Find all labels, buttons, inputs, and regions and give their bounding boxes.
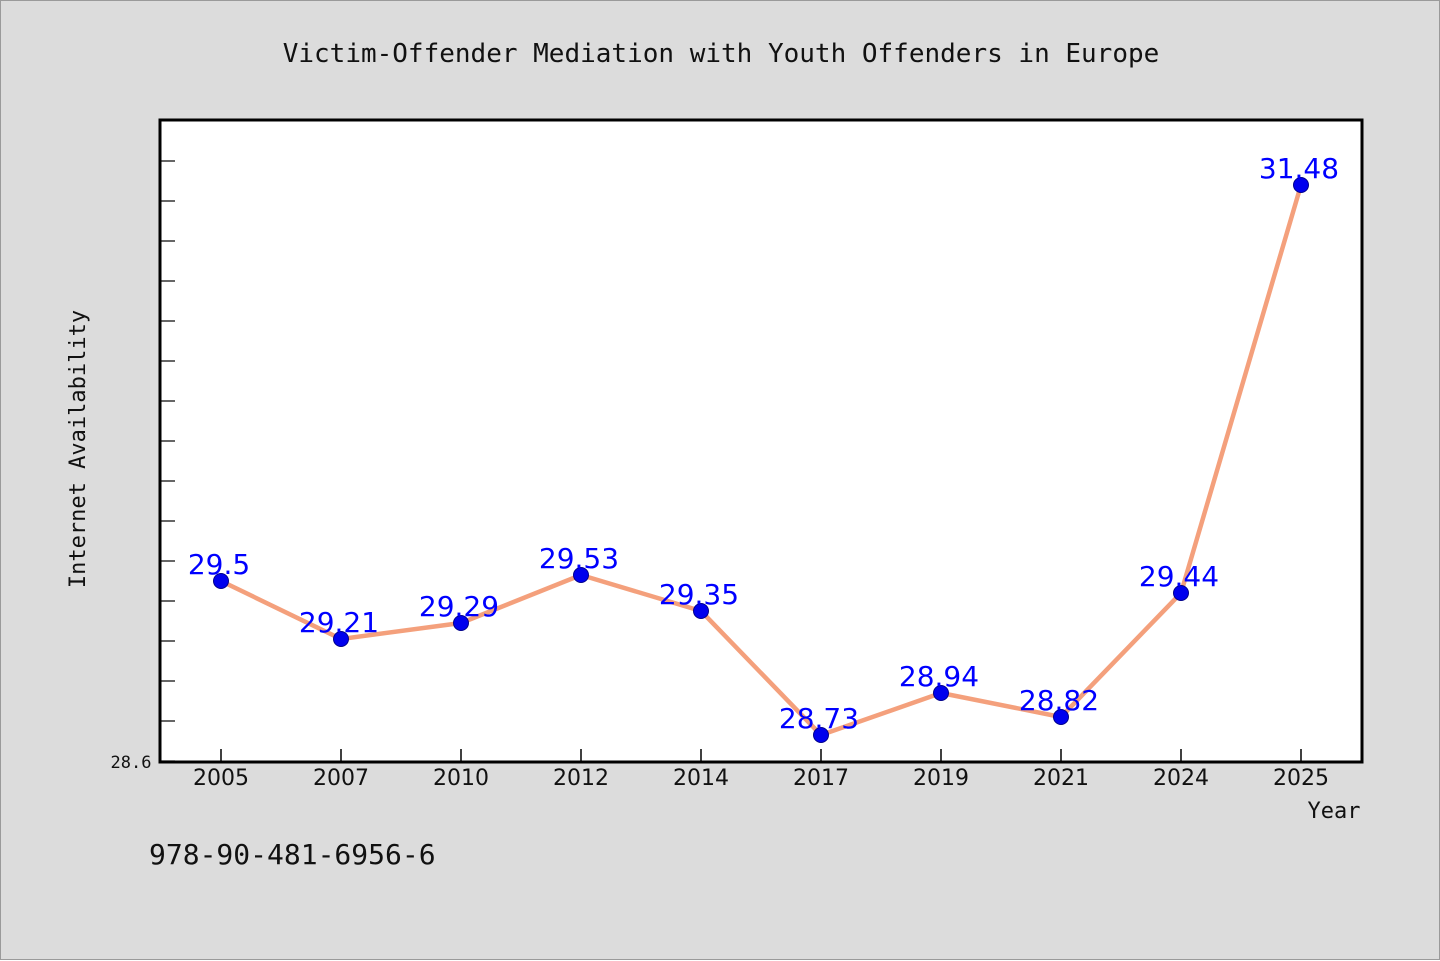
data-label: 29.21: [299, 606, 379, 639]
x-axis-label: Year: [1308, 799, 1361, 824]
data-point: [213, 573, 229, 589]
data-label: 29.5: [188, 548, 250, 581]
data-label: 29.53: [539, 542, 619, 575]
x-tick-label: 2021: [1033, 766, 1089, 791]
x-tick-label: 2012: [553, 766, 609, 791]
data-label: 29.44: [1139, 560, 1219, 593]
series-group: 29.5 29.21 29.29 29.53 29.35 28.73 28.94 28.82 2…: [188, 152, 1339, 743]
data-point: [333, 631, 349, 647]
data-point: [573, 567, 589, 583]
data-point: [693, 603, 709, 619]
x-tick-label: 2019: [913, 766, 969, 791]
y-axis-ticks: [161, 160, 175, 762]
x-tick-label: 2014: [673, 766, 729, 791]
series-line: [220, 184, 1304, 738]
data-point: [1053, 709, 1069, 725]
isbn-footer: 978-90-481-6956-6: [149, 838, 436, 871]
y-tick-label-min: 28.6: [111, 753, 152, 773]
data-label: 29.35: [659, 578, 739, 611]
x-tick-label: 2025: [1273, 766, 1329, 791]
data-label: 28.94: [899, 660, 979, 693]
data-label: 28.73: [779, 702, 859, 735]
data-point: [1293, 177, 1309, 193]
plot-area: [158, 118, 1364, 764]
x-tick-label: 2010: [433, 766, 489, 791]
x-tick-label: 2024: [1153, 766, 1209, 791]
chart-title: Victim-Offender Mediation with Youth Off…: [283, 39, 1160, 69]
data-point: [933, 685, 949, 701]
data-label: 29.29: [419, 590, 499, 623]
x-axis-ticks: 2005 2007 2010 2012 2014 2017 2019 2021 2024 2025: [193, 749, 1329, 791]
y-axis-label: Internet Availability: [66, 310, 91, 588]
data-point: [813, 727, 829, 743]
data-label: 28.82: [1019, 684, 1099, 717]
data-label: 31.48: [1259, 152, 1339, 185]
data-point: [1173, 585, 1189, 601]
x-tick-label: 2017: [793, 766, 849, 791]
x-tick-label: 2005: [193, 766, 249, 791]
data-point: [453, 615, 469, 631]
x-tick-label: 2007: [313, 766, 369, 791]
